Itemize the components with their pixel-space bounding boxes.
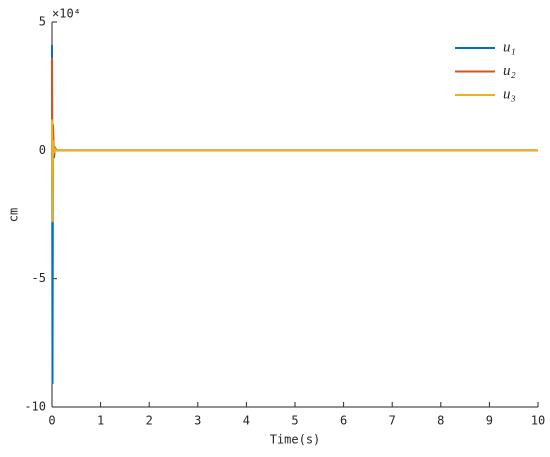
x-tick-label: 2 bbox=[146, 414, 153, 428]
x-tick-label: 3 bbox=[194, 414, 201, 428]
legend-label: u₃ bbox=[503, 86, 516, 102]
x-axis-label: Time(s) bbox=[270, 433, 321, 447]
series-line bbox=[51, 119, 538, 223]
x-tick-label: 6 bbox=[340, 414, 347, 428]
y-exponent: ×10⁴ bbox=[52, 7, 81, 21]
x-tick-label: 5 bbox=[291, 414, 298, 428]
x-tick-label: 4 bbox=[243, 414, 250, 428]
x-tick-label: 10 bbox=[531, 414, 545, 428]
y-axis-label: cm bbox=[7, 208, 21, 222]
x-tick-label: 7 bbox=[389, 414, 396, 428]
y-tick-label: 0 bbox=[39, 143, 46, 157]
legend-label: u₂ bbox=[503, 63, 516, 79]
y-tick-label: -10 bbox=[24, 400, 46, 414]
x-tick-label: 1 bbox=[97, 414, 104, 428]
legend-label: u₁ bbox=[503, 39, 516, 55]
x-tick-label: 8 bbox=[437, 414, 444, 428]
y-tick-label: 5 bbox=[39, 15, 46, 29]
y-tick-label: -5 bbox=[32, 271, 46, 285]
x-tick-label: 9 bbox=[486, 414, 493, 428]
series-line bbox=[51, 57, 538, 202]
x-tick-label: 0 bbox=[48, 414, 55, 428]
